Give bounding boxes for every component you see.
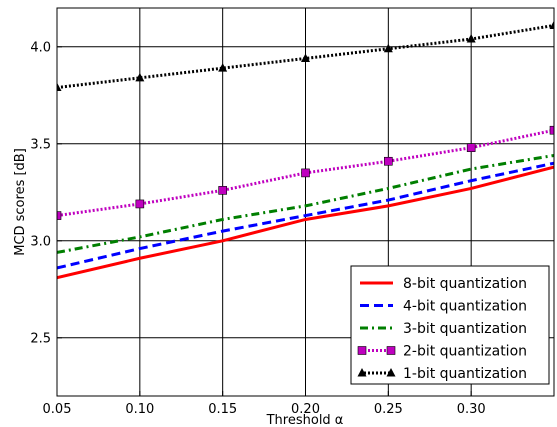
- data-point: [301, 168, 310, 178]
- data-point: [218, 186, 227, 195]
- series-group: [57, 20, 554, 280]
- series-5: [57, 20, 554, 92]
- legend-label: 1-bit quantization: [403, 366, 527, 382]
- legend-marker: [357, 368, 367, 377]
- series-4: [57, 125, 554, 220]
- series-line: [57, 165, 554, 280]
- series-line: [57, 153, 554, 254]
- legend-marker: [386, 346, 396, 355]
- legend-item: 4-bit quantization: [360, 299, 527, 315]
- x-tick-label: 0.20: [291, 402, 320, 417]
- data-point: [135, 72, 145, 82]
- x-tick-label: 0.25: [374, 402, 403, 417]
- legend-label: 3-bit quantization: [403, 321, 527, 337]
- legend-item: 2-bit quantization: [357, 344, 527, 360]
- y-tick-label: 3.0: [30, 234, 51, 249]
- legend-item: 8-bit quantization: [360, 276, 527, 292]
- legend: 8-bit quantization 4-bit quantization 3-bi…: [350, 265, 550, 385]
- data-point: [301, 53, 310, 62]
- x-tick-label: 0.30: [457, 402, 486, 417]
- x-tick-label: 0.10: [125, 402, 154, 417]
- legend-item: 3-bit quantization: [360, 321, 527, 337]
- data-point: [384, 156, 393, 166]
- y-tick-label: 4.0: [30, 40, 51, 55]
- x-tick-label: 0.15: [208, 402, 237, 417]
- data-point: [466, 34, 476, 43]
- x-tick-label: 0.05: [43, 402, 72, 417]
- data-point: [135, 199, 145, 209]
- y-tick-label: 3.5: [30, 137, 51, 152]
- legend-box: [350, 265, 550, 385]
- data-point: [218, 63, 228, 72]
- legend-label: 4-bit quantization: [403, 299, 527, 315]
- legend-label: 8-bit quantization: [403, 276, 527, 292]
- y-tick-label: 2.5: [30, 331, 51, 346]
- legend-marker: [357, 346, 367, 355]
- series-3: [57, 153, 554, 254]
- series-line: [57, 161, 554, 270]
- data-point: [57, 211, 62, 220]
- series-1: [57, 165, 554, 280]
- ticks: 0.05 0.10 0.15 0.20 0.25 0.30 2.5 3.0 3.5 4.0: [30, 40, 485, 417]
- y-axis-label: MCD scores [dB]: [13, 148, 28, 256]
- data-point: [57, 82, 62, 92]
- data-point: [549, 125, 554, 135]
- legend-label: 2-bit quantization: [403, 344, 527, 360]
- legend-marker: [386, 368, 396, 377]
- data-point: [466, 143, 476, 152]
- data-point: [549, 20, 554, 29]
- data-point: [383, 43, 393, 53]
- x-axis-label: Threshold α: [266, 413, 344, 427]
- series-2: [57, 161, 554, 270]
- legend-item: 1-bit quantization: [357, 366, 527, 382]
